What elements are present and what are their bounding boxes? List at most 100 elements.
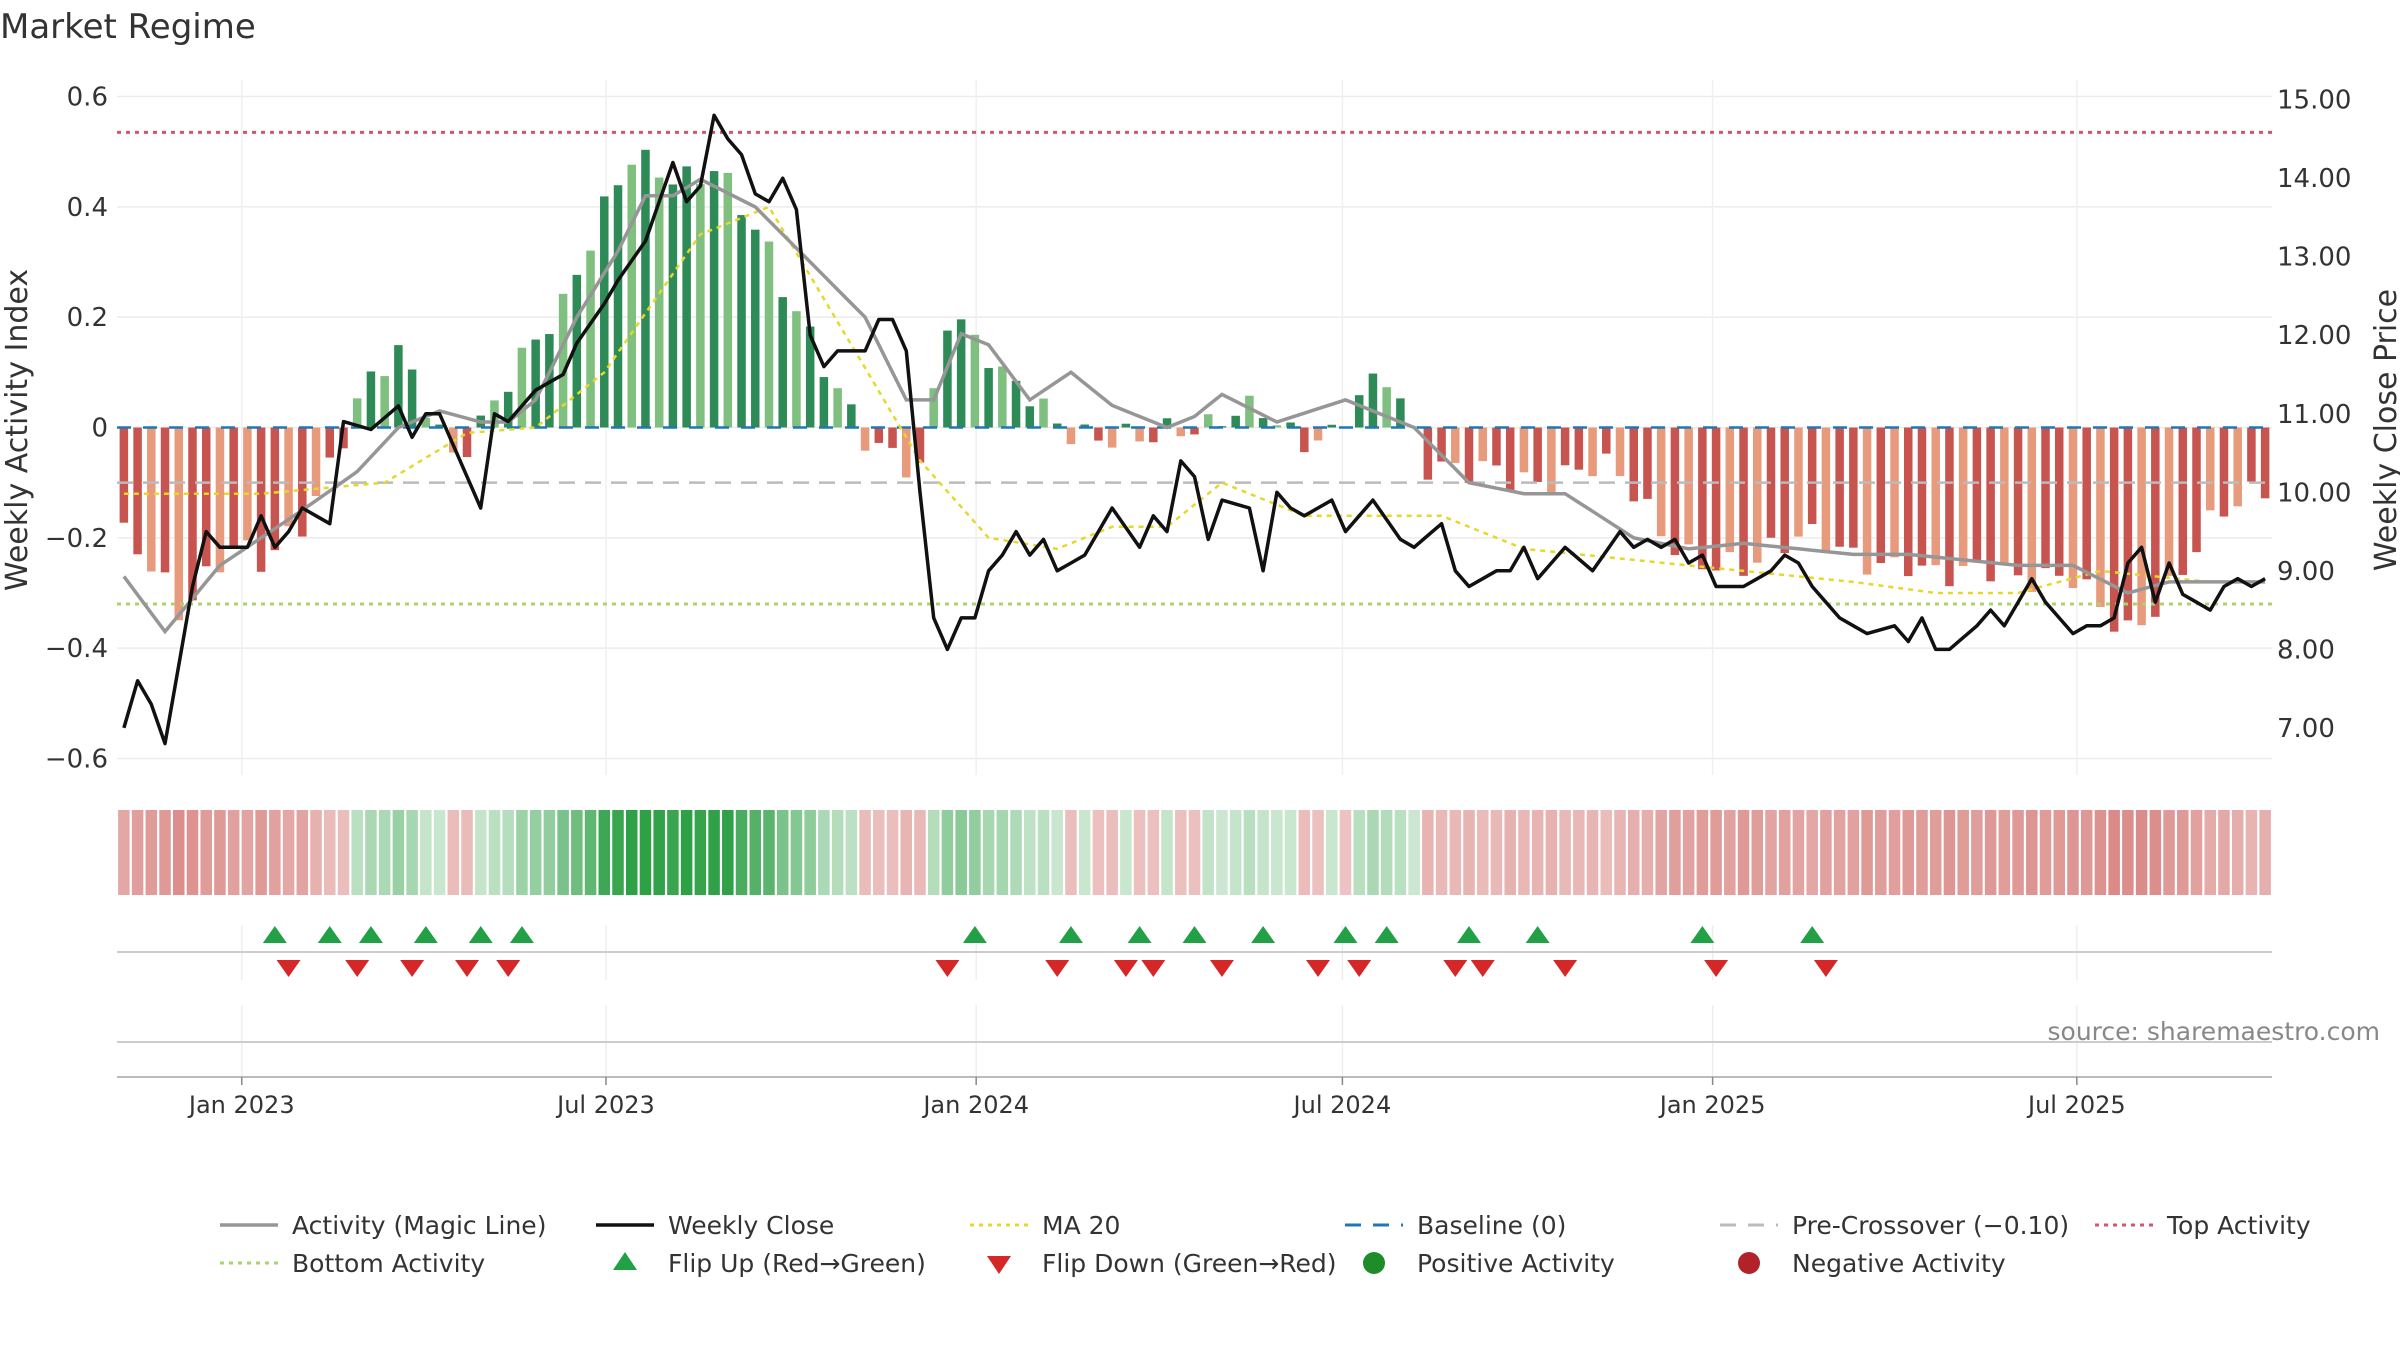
heat-cell [584, 810, 597, 895]
activity-bar [215, 427, 225, 573]
heat-cell [2135, 810, 2148, 895]
y-ticks-left: 0.6 0.4 0.2 0 −0.2 −0.4 −0.6 [45, 83, 108, 775]
activity-bar [1190, 427, 1199, 435]
heat-cell [1271, 810, 1283, 895]
heat-cell [1037, 810, 1050, 895]
activity-bar [915, 427, 925, 463]
activity-bar [1904, 427, 1913, 577]
activity-bar [1203, 414, 1213, 428]
activity-bar [792, 311, 801, 428]
activity-bar [421, 418, 431, 428]
heat-cell [1449, 810, 1462, 895]
activity-bar [462, 427, 472, 458]
heat-cell [2012, 810, 2024, 895]
magic-line [122, 177, 2266, 635]
heat-cell [2039, 810, 2052, 895]
heat-cell [1133, 810, 1146, 895]
activity-bar [119, 427, 129, 523]
heat-cell [502, 810, 514, 895]
activity-bar [1149, 427, 1158, 443]
y-tick-right: 15.00 [2277, 86, 2351, 116]
heat-cell [543, 810, 556, 895]
activity-bar [2192, 427, 2201, 553]
x-tick-label: Jan 2023 [187, 1091, 295, 1119]
activity-bar [956, 319, 966, 428]
activity-bar [984, 368, 993, 428]
activity-bar [394, 345, 403, 428]
heat-cell [1559, 810, 1571, 895]
activity-bar [627, 164, 636, 428]
flip-down-marker [1470, 960, 1495, 977]
flip-down-marker [1553, 960, 1578, 977]
chart-title: Market Regime [0, 7, 256, 47]
heat-cell [2259, 810, 2271, 895]
activity-bar [2233, 427, 2242, 507]
flip-down-marker [1443, 960, 1468, 977]
x-tick-label: Jan 2025 [1658, 1091, 1766, 1119]
heat-cell [1655, 810, 1667, 895]
heat-cell [818, 810, 830, 895]
legend-label: Pre-Crossover (−0.10) [1792, 1211, 2069, 1240]
heat-cell [1586, 810, 1599, 895]
activity-bar [1698, 427, 1707, 570]
heat-cell [159, 810, 171, 895]
heat-cell [1243, 810, 1256, 895]
y-axis-left-label: Weekly Activity Index [0, 269, 35, 591]
heat-cell [1380, 810, 1393, 895]
legend-swatch-neg_strong [1738, 1252, 1760, 1274]
heat-cell [1710, 810, 1722, 895]
heat-cell [1325, 810, 1338, 895]
heat-cell [625, 810, 638, 895]
heat-cell [1669, 810, 1681, 895]
source-note: source: sharemaestro.com [2048, 1017, 2381, 1046]
legend-item: Positive Activity [1363, 1249, 1615, 1278]
activity-bar [998, 366, 1007, 428]
activity-bar [147, 427, 156, 572]
heat-cell [1957, 810, 1969, 895]
heat-cell [269, 810, 281, 895]
y-tick-right: 13.00 [2277, 243, 2351, 273]
heat-cell [804, 810, 816, 895]
heat-cell [2177, 810, 2189, 895]
heat-cell [1847, 810, 1860, 895]
activity-bar [1807, 427, 1817, 524]
heat-cell [1408, 810, 1420, 895]
activity-bar [2151, 427, 2160, 617]
activity-bar [531, 339, 540, 428]
activity-bar [1327, 424, 1337, 428]
activity-bar [1025, 406, 1035, 428]
heat-cell [118, 810, 130, 895]
heat-cell [708, 810, 720, 895]
flip-down-marker [1813, 960, 1838, 977]
heat-cell [598, 810, 611, 895]
flip-down-marker [935, 960, 960, 977]
regime-heat-strip [118, 810, 2271, 895]
activity-bar [2096, 427, 2105, 607]
activity-bar [874, 427, 884, 443]
heat-cell [1778, 810, 1791, 895]
activity-bar [1931, 427, 1940, 566]
heat-cell [214, 810, 226, 895]
activity-bar [1615, 427, 1625, 476]
flip-down-marker [496, 960, 521, 977]
activity-bar [2041, 427, 2050, 569]
activity-bar [2178, 427, 2188, 575]
activity-bar [243, 427, 252, 541]
activity-bar [435, 424, 444, 428]
heat-cell [900, 810, 913, 895]
heat-cell [722, 810, 734, 895]
heat-cell [996, 810, 1009, 895]
flip-down-marker [400, 960, 425, 977]
y-tick-left: 0.2 [67, 303, 108, 333]
activity-bar [1272, 425, 1282, 428]
heat-cell [1202, 810, 1214, 895]
heat-cell [2026, 810, 2038, 895]
legend-swatch-flip_down [987, 1256, 1011, 1274]
activity-bar [2027, 427, 2037, 592]
heat-cell [1312, 810, 1324, 895]
legend-item: Flip Up (Red→Green) [613, 1249, 926, 1278]
activity-bar [1835, 427, 1844, 547]
activity-bar [1135, 427, 1144, 442]
heat-cell [1875, 810, 1887, 895]
activity-bar [586, 250, 595, 428]
